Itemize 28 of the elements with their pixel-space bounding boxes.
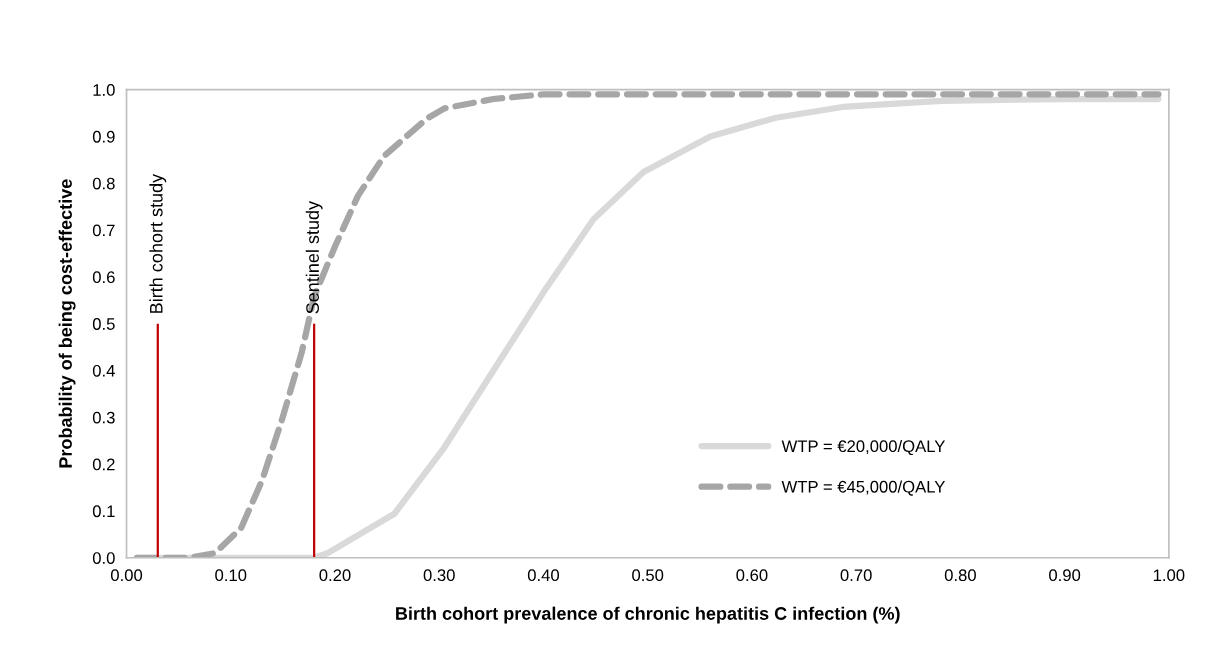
x-tick-label: 0.00 xyxy=(110,569,143,582)
annotation: Sentinel study xyxy=(305,200,323,314)
legend-label: WTP = €20,000/QALY xyxy=(781,439,946,456)
x-axis-title: Birth cohort prevalence of chronic hepatitis C infection (%) xyxy=(396,606,900,624)
y-tick-label: 0.3 xyxy=(92,411,115,424)
y-tick-label: 0.8 xyxy=(92,177,115,190)
x-tick-label: 0.90 xyxy=(1049,569,1081,582)
x-tick-label: 0.20 xyxy=(319,569,351,582)
x-tick-label: 1.00 xyxy=(1153,569,1185,582)
x-tick-label: 0.80 xyxy=(944,569,976,582)
y-tick-label: 0.1 xyxy=(92,505,115,518)
annotation: Birth cohort study xyxy=(149,173,167,313)
y-tick-label: 0.9 xyxy=(92,130,115,143)
y-tick-label: 0.2 xyxy=(92,458,115,471)
y-tick-label: 0.0 xyxy=(92,552,115,564)
x-tick-label: 0.50 xyxy=(632,569,664,582)
y-tick-label: 1.0 xyxy=(93,84,115,96)
x-tick-label: 0.40 xyxy=(527,569,560,582)
y-axis-title: Probability of being cost-effective xyxy=(58,179,76,468)
x-tick-label: 0.60 xyxy=(736,569,768,582)
x-tick-label: 0.10 xyxy=(215,569,247,582)
y-tick-label: 0.4 xyxy=(92,364,115,377)
x-tick-label: 0.30 xyxy=(423,569,455,582)
y-tick-label: 0.7 xyxy=(92,224,115,237)
x-tick-label: 0.70 xyxy=(840,569,872,582)
y-tick-label: 0.6 xyxy=(92,271,115,284)
y-tick-label: 0.5 xyxy=(92,318,115,330)
legend-label: WTP = €45,000/QALY xyxy=(781,480,946,496)
